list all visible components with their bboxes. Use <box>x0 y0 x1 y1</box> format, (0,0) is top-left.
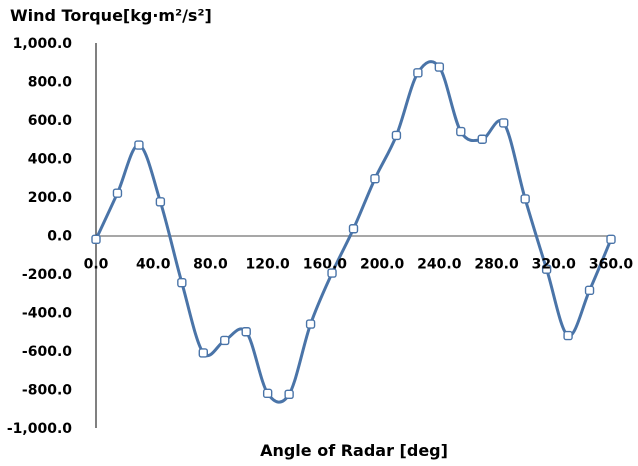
y-tick-label: -200.0 <box>22 267 72 283</box>
x-tick-label: 360.0 <box>589 257 634 273</box>
data-point <box>177 277 187 288</box>
y-tick-label: 800.0 <box>28 75 73 91</box>
y-tick-label: 400.0 <box>28 152 73 168</box>
data-points <box>91 62 616 400</box>
x-tick-label: 280.0 <box>474 257 519 273</box>
y-tick-label: -800.0 <box>22 383 72 399</box>
data-point <box>391 130 402 141</box>
data-point <box>520 194 530 204</box>
data-point <box>499 118 509 128</box>
data-point <box>284 389 294 400</box>
data-point <box>434 62 445 72</box>
y-tick-label: 1,000.0 <box>13 36 73 52</box>
x-tick-label: 0.0 <box>84 257 109 273</box>
data-point <box>477 134 487 144</box>
data-point <box>348 224 359 234</box>
data-point <box>563 330 573 341</box>
data-point <box>112 188 123 198</box>
x-tick-label: 80.0 <box>193 257 228 273</box>
data-point <box>327 268 337 278</box>
x-tick-label: 120.0 <box>246 257 291 273</box>
data-point <box>91 234 101 245</box>
chart-title: Wind Torque[kg·m²/s²] <box>10 6 212 25</box>
data-point <box>262 388 273 399</box>
y-tick-label: -1,000.0 <box>7 421 72 437</box>
y-tick-labels: 1,000.0 800.0 600.0 400.0 200.0 0.0 -200.0 -400… <box>7 36 72 437</box>
data-point <box>413 68 423 78</box>
x-tick-label: 200.0 <box>360 257 405 273</box>
data-point <box>134 140 144 150</box>
x-tick-labels: 0.0 40.0 80.0 120.0 160.0 200.0 240.0 280.0 320.… <box>84 257 634 273</box>
y-tick-label: -400.0 <box>22 306 72 322</box>
data-point <box>606 234 616 245</box>
data-point <box>456 126 466 137</box>
y-tick-label: 600.0 <box>28 113 73 129</box>
y-tick-label: 0.0 <box>47 229 72 245</box>
x-tick-label: 160.0 <box>303 257 348 273</box>
y-tick-label: 200.0 <box>28 190 73 206</box>
x-tick-label: 240.0 <box>417 257 462 273</box>
data-point <box>155 197 166 207</box>
y-tick-label: -600.0 <box>22 344 72 360</box>
data-point <box>541 264 552 274</box>
x-tick-label: 40.0 <box>136 257 171 273</box>
x-tick-label: 320.0 <box>532 257 577 273</box>
data-point <box>584 285 595 296</box>
data-point <box>198 348 208 358</box>
data-point <box>220 335 230 346</box>
data-point <box>241 327 251 337</box>
data-point <box>370 174 380 184</box>
data-point <box>305 319 316 329</box>
x-axis-label: Angle of Radar [deg] <box>260 441 448 460</box>
